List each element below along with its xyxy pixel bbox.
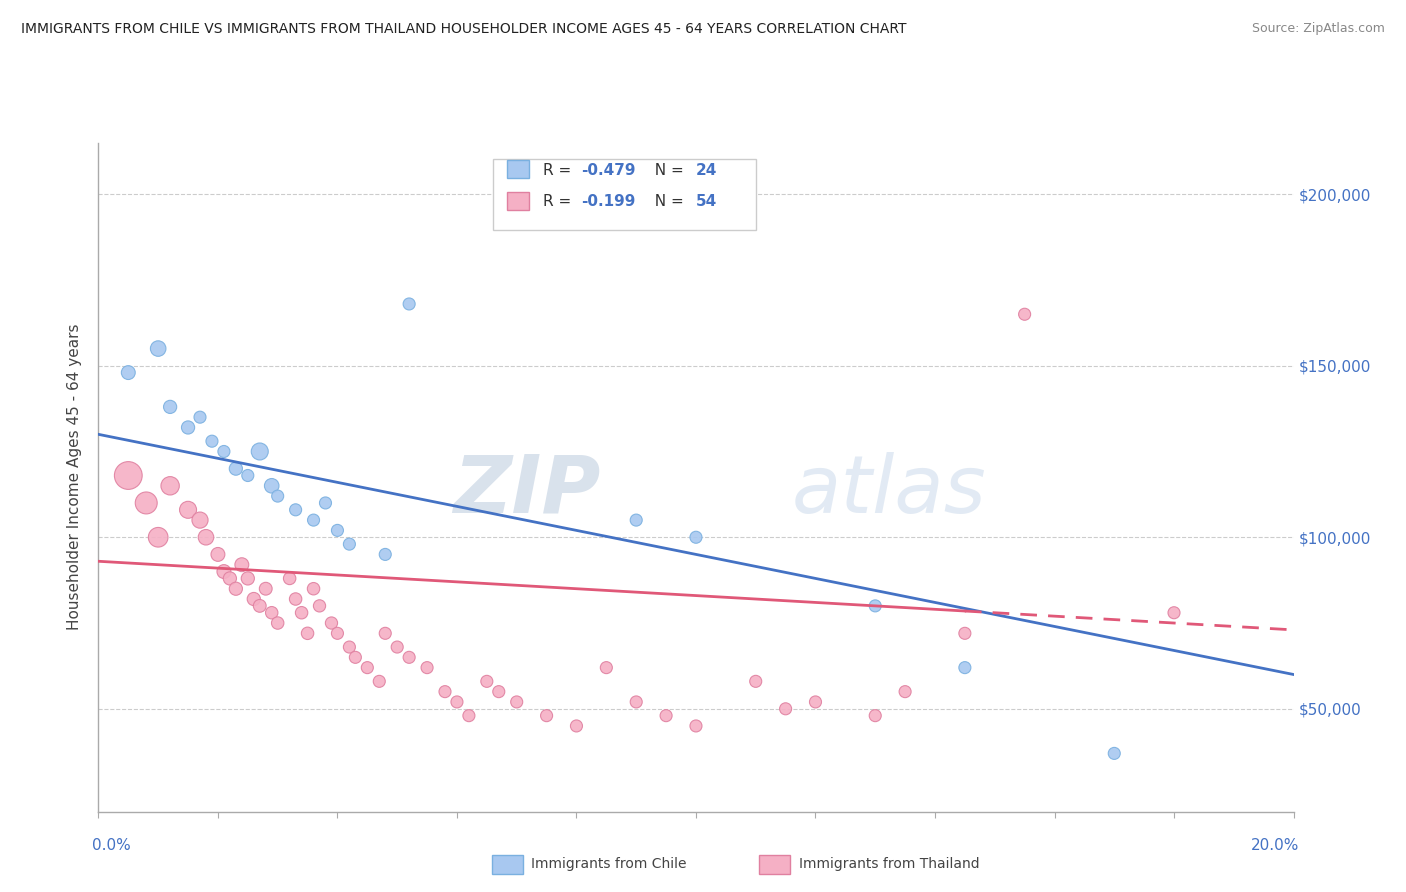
Point — [260, 479, 283, 493]
Point — [339, 640, 360, 654]
Point — [284, 592, 307, 607]
Point — [1014, 307, 1036, 321]
Text: ZIP: ZIP — [453, 451, 600, 530]
Text: Immigrants from Chile: Immigrants from Chile — [531, 857, 688, 871]
Point — [326, 626, 349, 640]
Point — [804, 695, 827, 709]
Point — [135, 496, 157, 510]
Point — [398, 650, 420, 665]
Point — [685, 719, 707, 733]
Point — [434, 684, 457, 698]
Text: 20.0%: 20.0% — [1251, 838, 1299, 854]
Point — [326, 524, 349, 538]
Point — [297, 626, 319, 640]
Point — [356, 660, 378, 674]
Point — [188, 513, 211, 527]
Point — [953, 660, 976, 674]
Point — [249, 444, 271, 458]
Point — [626, 513, 648, 527]
FancyBboxPatch shape — [508, 161, 529, 178]
Text: N =: N = — [644, 162, 688, 178]
Point — [207, 548, 229, 562]
Point — [344, 650, 367, 665]
Point — [385, 640, 409, 654]
Text: Source: ZipAtlas.com: Source: ZipAtlas.com — [1251, 22, 1385, 36]
Point — [865, 599, 887, 613]
Point — [308, 599, 330, 613]
Point — [458, 708, 481, 723]
Point — [565, 719, 588, 733]
Point — [159, 400, 181, 414]
Text: 0.0%: 0.0% — [93, 838, 131, 854]
Point — [745, 674, 768, 689]
Text: -0.479: -0.479 — [581, 162, 636, 178]
Point — [243, 592, 266, 607]
Point — [1163, 606, 1185, 620]
Point — [775, 702, 797, 716]
Point — [195, 530, 218, 544]
Text: IMMIGRANTS FROM CHILE VS IMMIGRANTS FROM THAILAND HOUSEHOLDER INCOME AGES 45 - 6: IMMIGRANTS FROM CHILE VS IMMIGRANTS FROM… — [21, 22, 907, 37]
Point — [416, 660, 439, 674]
Point — [148, 342, 170, 356]
FancyBboxPatch shape — [494, 160, 756, 230]
Point — [655, 708, 678, 723]
Text: 24: 24 — [696, 162, 717, 178]
Text: Immigrants from Thailand: Immigrants from Thailand — [799, 857, 979, 871]
Text: R =: R = — [543, 162, 576, 178]
Point — [315, 496, 337, 510]
Point — [291, 606, 314, 620]
Point — [865, 708, 887, 723]
Point — [284, 503, 307, 517]
Point — [894, 684, 917, 698]
Text: R =: R = — [543, 194, 576, 209]
Point — [231, 558, 253, 572]
Point — [212, 444, 235, 458]
Point — [177, 503, 200, 517]
Point — [117, 468, 139, 483]
Point — [249, 599, 271, 613]
Point — [254, 582, 277, 596]
Point — [278, 571, 301, 585]
Point — [225, 461, 247, 475]
Point — [302, 513, 325, 527]
Point — [446, 695, 468, 709]
Point — [219, 571, 242, 585]
Point — [488, 684, 510, 698]
Text: -0.199: -0.199 — [581, 194, 636, 209]
Text: atlas: atlas — [792, 451, 987, 530]
Point — [685, 530, 707, 544]
Point — [302, 582, 325, 596]
Point — [148, 530, 170, 544]
Text: N =: N = — [644, 194, 688, 209]
Point — [212, 565, 235, 579]
Point — [339, 537, 360, 551]
Point — [1104, 747, 1126, 761]
Point — [117, 366, 139, 380]
Point — [368, 674, 391, 689]
Point — [236, 571, 259, 585]
Point — [177, 420, 200, 434]
Point — [506, 695, 529, 709]
Point — [201, 434, 224, 449]
Point — [374, 548, 396, 562]
Point — [321, 615, 343, 630]
Point — [595, 660, 617, 674]
Point — [953, 626, 976, 640]
Point — [188, 410, 211, 425]
Point — [374, 626, 396, 640]
Point — [267, 489, 290, 503]
Point — [398, 297, 420, 311]
Point — [260, 606, 283, 620]
Point — [236, 468, 259, 483]
Point — [626, 695, 648, 709]
Point — [536, 708, 558, 723]
Point — [225, 582, 247, 596]
Y-axis label: Householder Income Ages 45 - 64 years: Householder Income Ages 45 - 64 years — [67, 324, 83, 631]
Point — [475, 674, 498, 689]
FancyBboxPatch shape — [508, 192, 529, 210]
Point — [267, 615, 290, 630]
Point — [159, 479, 181, 493]
Text: 54: 54 — [696, 194, 717, 209]
